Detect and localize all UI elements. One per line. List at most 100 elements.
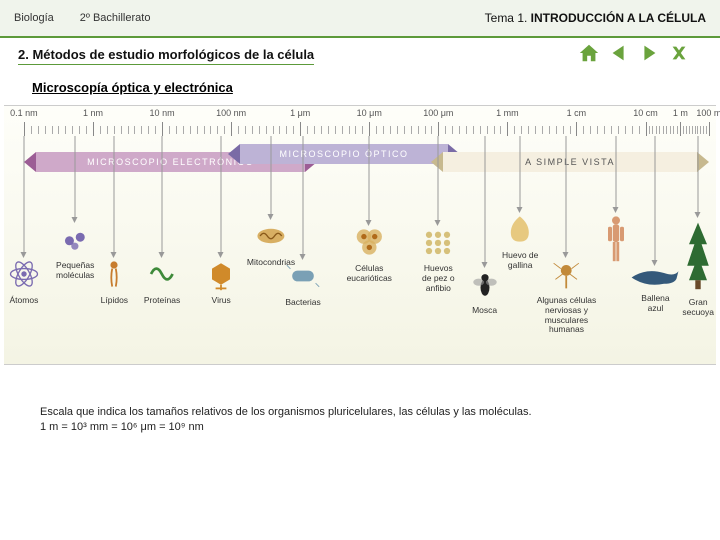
tick-minor <box>632 126 633 134</box>
tick-minor <box>563 126 564 134</box>
tick-minor <box>38 126 39 134</box>
item-label: Huevo de gallina <box>502 251 538 271</box>
scale-diagram: 0.1 nm1 nm10 nm100 nm1 μm10 μm100 μm1 mm… <box>4 105 716 365</box>
scale-item: Gran secuoya <box>680 216 716 318</box>
tick-minor <box>556 126 557 134</box>
tick-minor <box>210 126 211 134</box>
item-label: Átomos <box>6 296 42 306</box>
whale-icon <box>628 264 682 290</box>
mito-icon <box>253 218 289 254</box>
scale-item: Proteínas <box>144 256 180 306</box>
tick-minor <box>86 126 87 134</box>
item-label: Mosca <box>467 306 503 316</box>
prev-icon[interactable] <box>608 42 630 64</box>
ruler-label: 1 mm <box>496 108 519 118</box>
tick-minor <box>355 126 356 134</box>
eucell-icon <box>351 224 387 260</box>
tick-minor <box>649 126 650 134</box>
tick-minor <box>670 126 671 134</box>
scale-item: Células eucarióticas <box>347 224 392 284</box>
lead-line <box>438 136 439 222</box>
scale-item: Lípidos <box>96 256 132 306</box>
tick-minor <box>134 126 135 134</box>
tick-minor <box>700 126 701 134</box>
tick-minor <box>72 126 73 134</box>
home-icon[interactable] <box>578 42 600 64</box>
item-label: Bacterias <box>285 298 321 308</box>
ruler-label: 100 nm <box>216 108 246 118</box>
topic-prefix: Tema 1. <box>485 11 531 25</box>
lead-line <box>23 136 24 254</box>
item-label: Virus <box>203 296 239 306</box>
tick-minor <box>703 126 704 134</box>
tick-minor <box>570 126 571 134</box>
lead-line <box>162 136 163 254</box>
close-icon[interactable] <box>668 42 690 64</box>
ruler: 0.1 nm1 nm10 nm100 nm1 μm10 μm100 μm1 mm… <box>4 106 716 142</box>
ruler-ticks <box>4 122 716 142</box>
topic-bold: INTRODUCCIÓN A LA CÉLULA <box>531 11 706 25</box>
tick-minor <box>583 126 584 134</box>
tick-major <box>507 122 508 136</box>
tick-minor <box>45 126 46 134</box>
tick-minor <box>487 126 488 134</box>
tick-minor <box>466 126 467 134</box>
ruler-label: 100 μm <box>423 108 453 118</box>
scale-item: Átomos <box>6 256 42 306</box>
tick-minor <box>521 126 522 134</box>
nav-icons <box>578 42 690 64</box>
tick-minor <box>673 126 674 134</box>
scope-bar: A SIMPLE VISTA <box>431 150 709 174</box>
tick-minor <box>307 126 308 134</box>
tick-minor <box>328 126 329 134</box>
header-bar: Biología 2º Bachillerato Tema 1. INTRODU… <box>0 0 720 38</box>
tick-minor <box>695 126 696 134</box>
tick-major <box>646 122 647 136</box>
caption-line1: Escala que indica los tamaños relativos … <box>40 405 680 420</box>
protein-icon <box>144 256 180 292</box>
tick-minor <box>639 126 640 134</box>
lead-line <box>698 136 699 214</box>
fly-icon <box>467 266 503 302</box>
tick-minor <box>362 126 363 134</box>
tick-minor <box>314 126 315 134</box>
scale-item: Algunas células nerviosas y musculares h… <box>537 256 597 335</box>
tick-minor <box>677 126 678 134</box>
tick-minor <box>686 126 687 134</box>
tick-major <box>576 122 577 136</box>
tick-minor <box>431 126 432 134</box>
henegg-icon <box>502 211 538 247</box>
virus-icon <box>203 256 239 292</box>
tick-minor <box>100 126 101 134</box>
next-icon[interactable] <box>638 42 660 64</box>
section-subtitle: Microscopía óptica y electrónica <box>0 74 720 105</box>
tick-minor <box>155 126 156 134</box>
ruler-label: 1 cm <box>567 108 587 118</box>
scope-bar: MICROSCOPIO ÓPTICO <box>228 142 459 166</box>
lead-line <box>520 136 521 209</box>
tick-minor <box>286 126 287 134</box>
tick-minor <box>176 126 177 134</box>
lead-line <box>655 136 656 262</box>
scale-item: Mosca <box>467 266 503 316</box>
scale-item: Huevo de gallina <box>502 211 538 271</box>
lead-line <box>616 136 617 209</box>
tick-minor <box>689 126 690 134</box>
tick-minor <box>169 126 170 134</box>
tick-minor <box>528 126 529 134</box>
item-label: Huevos de pez o anfibio <box>420 264 456 293</box>
tick-minor <box>190 126 191 134</box>
tick-minor <box>390 126 391 134</box>
tick-minor <box>445 126 446 134</box>
tick-minor <box>480 126 481 134</box>
tick-minor <box>452 126 453 134</box>
lead-line <box>221 136 222 254</box>
tick-minor <box>597 126 598 134</box>
tick-minor <box>266 126 267 134</box>
item-label: Células eucarióticas <box>347 264 392 284</box>
caption-line2: 1 m = 10³ mm = 10⁶ μm = 10⁹ nm <box>40 420 680 435</box>
lead-line <box>75 136 76 219</box>
tick-minor <box>279 126 280 134</box>
scale-item: Pequeñas moléculas <box>56 221 94 281</box>
ruler-label: 1 nm <box>83 108 103 118</box>
